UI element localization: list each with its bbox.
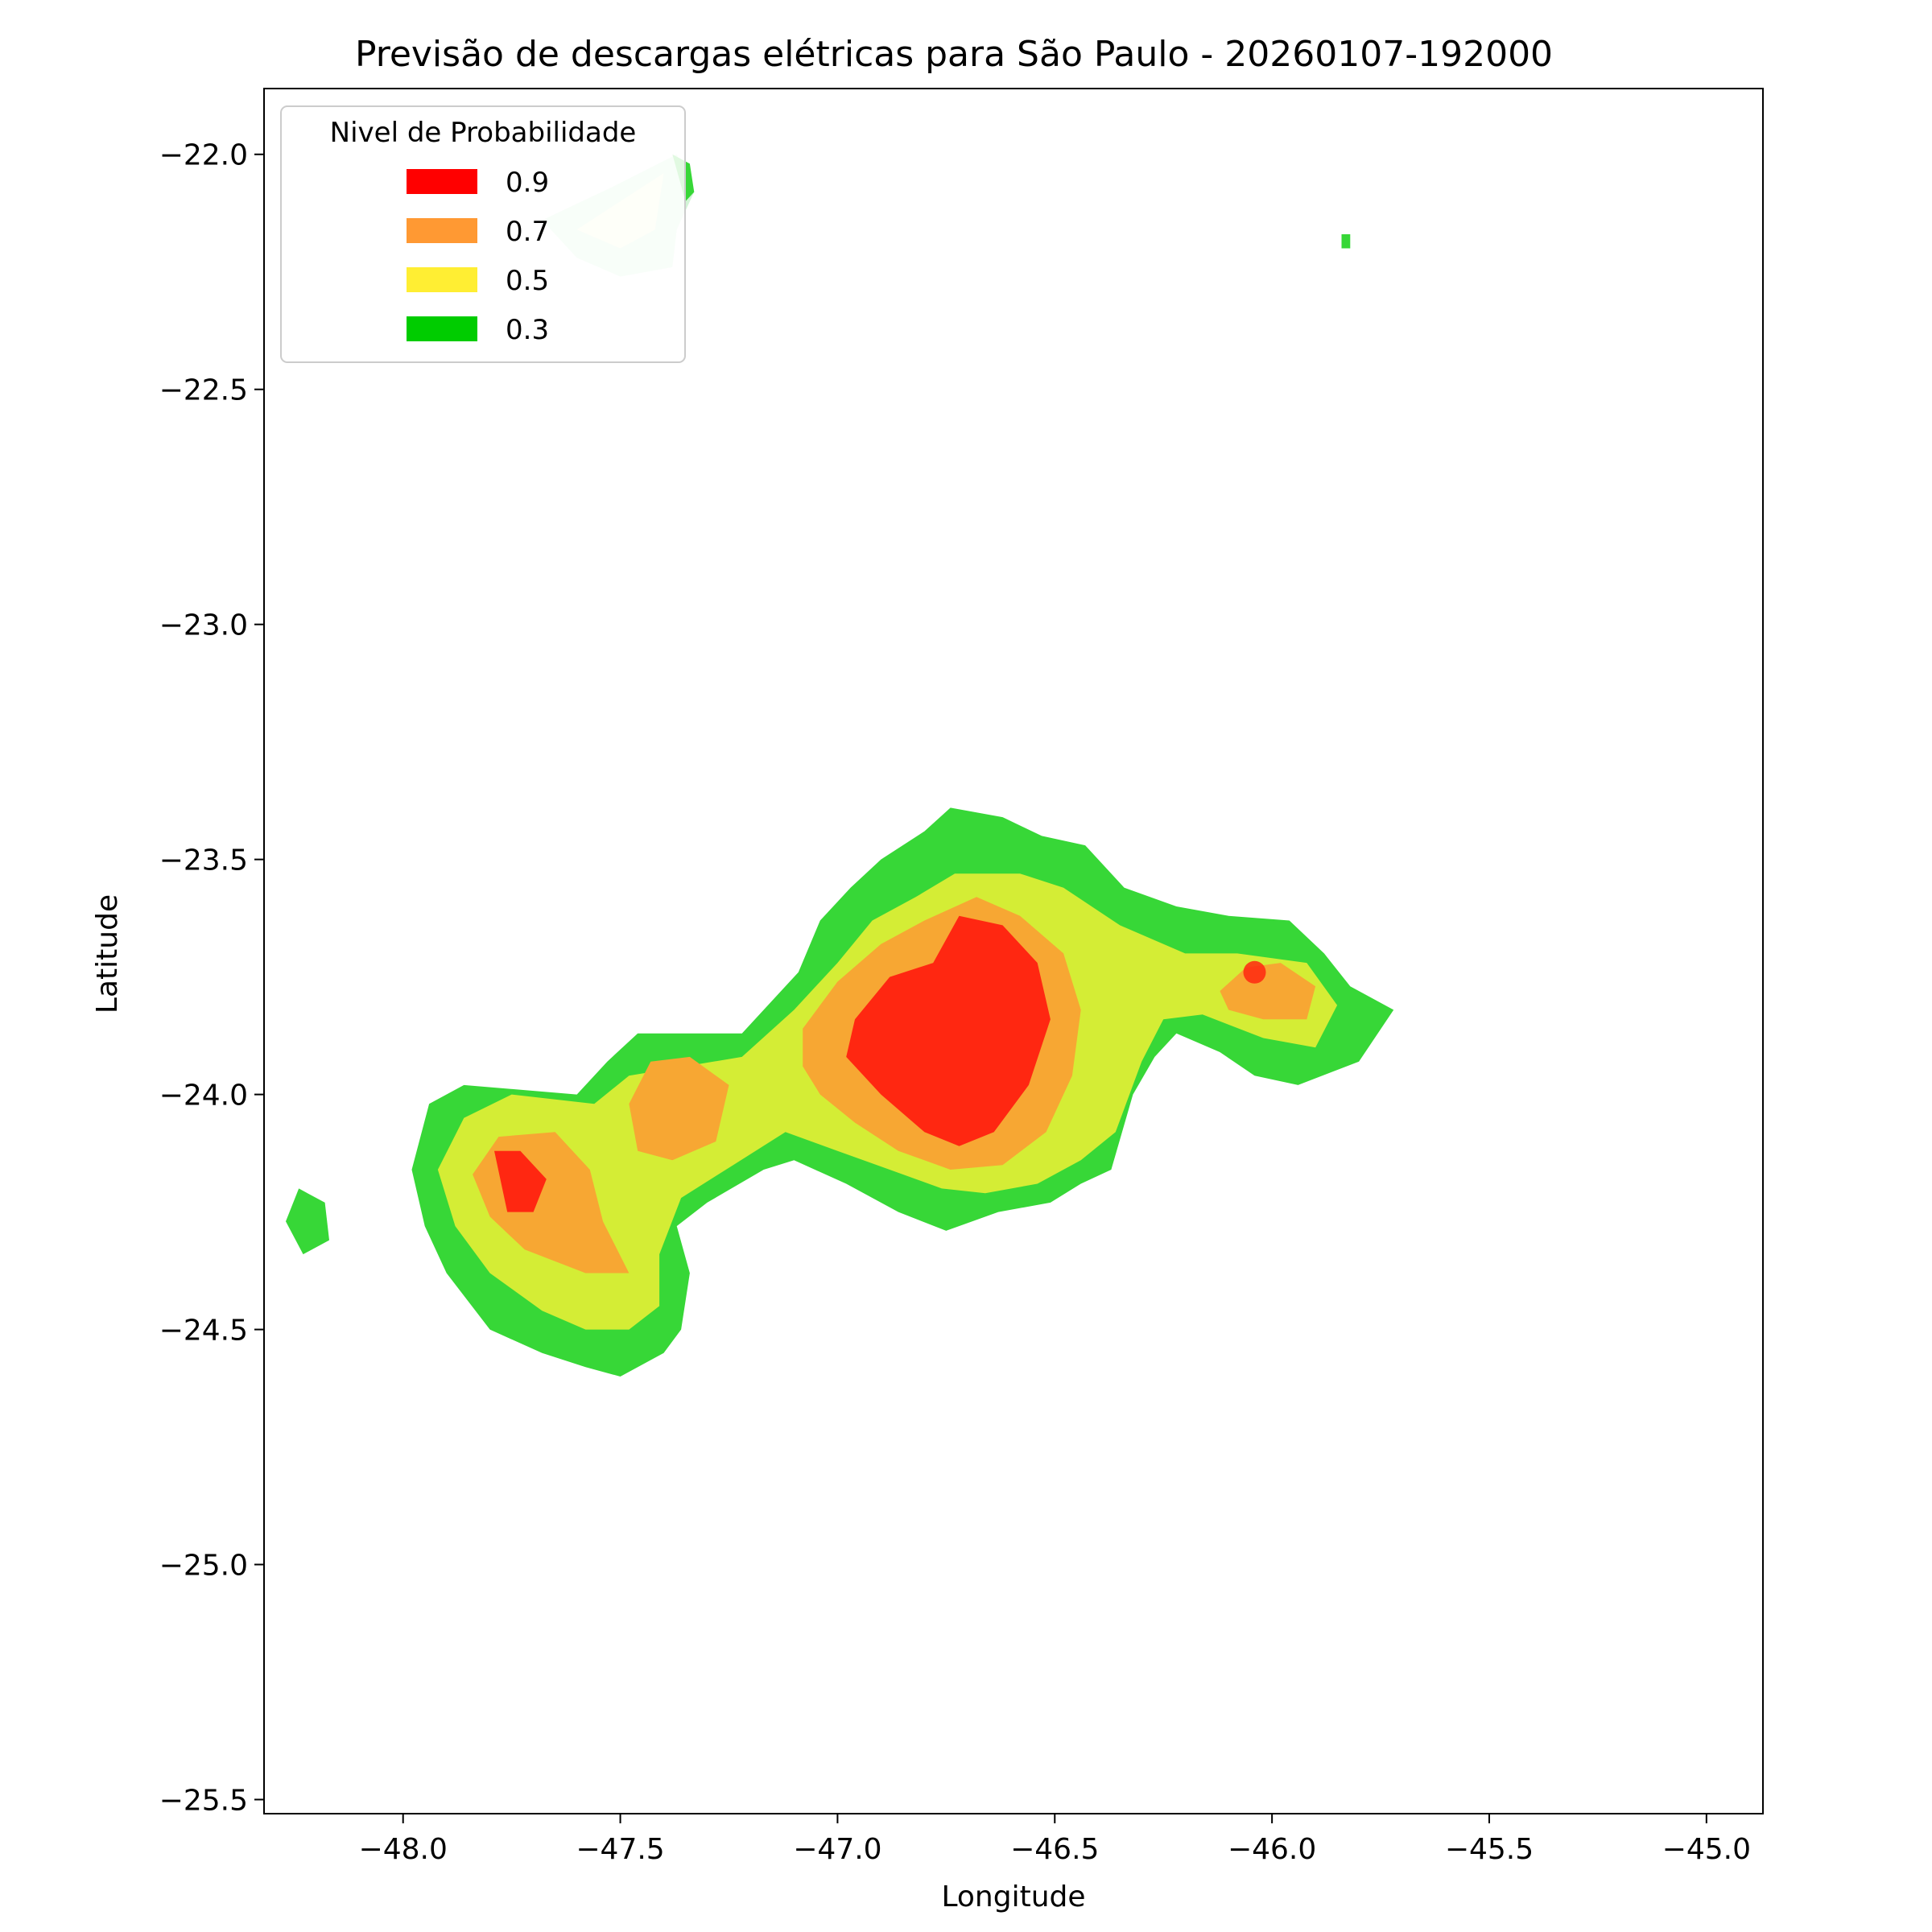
x-tick-label: −45.5 xyxy=(1445,1833,1534,1866)
y-tick-label: −25.0 xyxy=(159,1550,248,1583)
contour-region-0-7-4 xyxy=(629,1056,729,1161)
x-tick-label: −47.0 xyxy=(793,1833,881,1866)
contour-regions xyxy=(286,154,1394,1377)
x-tick-label: −47.5 xyxy=(576,1833,664,1866)
legend-swatch-0-9 xyxy=(407,169,477,194)
legend-label-0-3: 0.3 xyxy=(506,314,549,346)
y-tick-label: −24.5 xyxy=(159,1315,248,1348)
legend-label-0-5: 0.5 xyxy=(506,265,549,297)
y-tick-label: −23.5 xyxy=(159,844,248,877)
x-tick-label: −46.0 xyxy=(1228,1833,1316,1866)
contour-region-0-9-8 xyxy=(846,915,1051,1146)
y-tick-label: −23.0 xyxy=(159,609,248,642)
legend-label-0-9: 0.9 xyxy=(506,167,549,199)
legend-label-0-7: 0.7 xyxy=(506,216,549,248)
legend: Nivel de Probabilidade 0.9 0.7 0.5 0.3 xyxy=(280,105,686,363)
chart-title: Previsão de descargas elétricas para São… xyxy=(355,34,1553,75)
contour-region-0-3-12 xyxy=(1341,234,1351,249)
x-tick-label: −46.5 xyxy=(1010,1833,1099,1866)
contour-region-0-9-7 xyxy=(494,1150,547,1212)
y-tick-label: −22.0 xyxy=(159,139,248,172)
legend-entries: 0.9 0.7 0.5 0.3 xyxy=(407,167,549,346)
plot-area xyxy=(286,154,1394,1377)
x-tick-label: −48.0 xyxy=(359,1833,448,1866)
x-axis-ticks: −48.0 −47.5 −47.0 −46.5 −46.0 −45.5 −45.0 xyxy=(359,1814,1751,1866)
contour-region-0-7-6 xyxy=(1220,963,1316,1020)
y-axis-label: Latitude xyxy=(91,894,124,1013)
y-axis-ticks: −22.0 −22.5 −23.0 −23.5 −24.0 −24.5 −25.0 −25.5 xyxy=(159,139,264,1817)
storm-marker-point xyxy=(1243,960,1266,984)
legend-swatch-0-7 xyxy=(407,218,477,243)
marker-layer xyxy=(1243,960,1266,984)
y-tick-label: −25.5 xyxy=(159,1784,248,1817)
x-axis-label: Longitude xyxy=(941,1880,1085,1913)
legend-swatch-0-5 xyxy=(407,267,477,292)
legend-swatch-0-3 xyxy=(407,316,477,341)
legend-title: Nivel de Probabilidade xyxy=(330,117,637,149)
x-tick-label: −45.0 xyxy=(1662,1833,1751,1866)
contour-region-0-3-0 xyxy=(286,1188,329,1255)
legend-box xyxy=(280,105,686,363)
y-tick-label: −24.0 xyxy=(159,1080,248,1113)
y-tick-label: −22.5 xyxy=(159,374,248,407)
axes-frame xyxy=(263,88,1764,1814)
